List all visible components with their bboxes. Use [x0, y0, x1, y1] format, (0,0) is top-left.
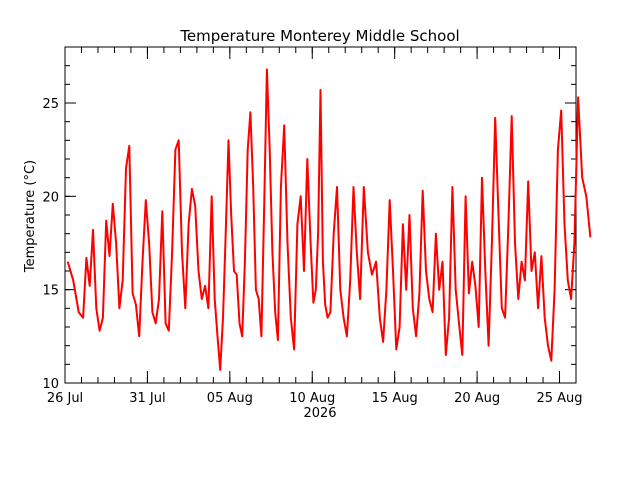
- chart-title: Temperature Monterey Middle School: [179, 27, 459, 45]
- x-tick-label: 26 Jul: [47, 391, 83, 406]
- x-axis-year-label: 2026: [303, 406, 336, 421]
- y-tick-label: 20: [42, 190, 59, 205]
- x-tick-label: 10 Aug: [289, 391, 335, 406]
- y-tick-label: 15: [42, 284, 59, 299]
- y-tick-label: 10: [42, 377, 59, 392]
- y-tick-label: 25: [42, 97, 59, 112]
- plot-area: 26 Jul 31 Jul 05 Aug 10 Aug 15 Aug 20 Aug 25 A…: [42, 46, 592, 406]
- x-tick-label: 20 Aug: [454, 391, 500, 406]
- temperature-series-line: [66, 68, 592, 371]
- y-axis-label: Temperature (°C): [23, 160, 38, 273]
- x-tick-label: 31 Jul: [129, 391, 165, 406]
- x-tick-label: 05 Aug: [207, 391, 253, 406]
- x-tick-label: 15 Aug: [372, 391, 418, 406]
- x-tick-label: 25 Aug: [536, 391, 582, 406]
